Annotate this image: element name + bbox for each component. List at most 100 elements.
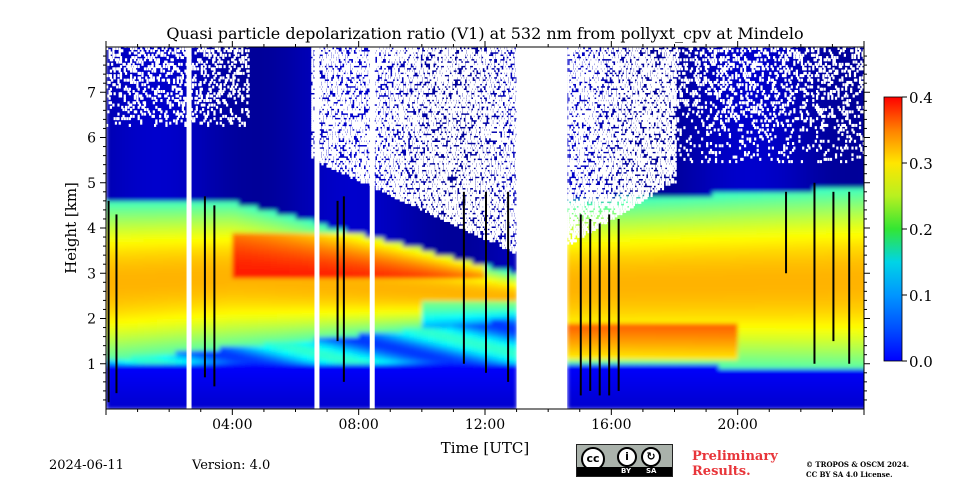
heatmap-cell [207,304,214,311]
heatmap-cell [244,277,252,283]
heatmap-cell [383,205,391,211]
heatmap-cell [181,241,189,247]
heatmap-cell [352,151,360,157]
heatmap-cell [276,350,284,356]
heatmap-cell [124,241,132,247]
heatmap-cell [257,273,265,279]
heatmap-cell [428,390,436,397]
heatmap-cell [472,341,480,347]
heatmap-cell [358,399,366,406]
heatmap-cell [118,178,126,184]
heatmap-cell [131,223,139,229]
heatmap-cell [390,341,398,347]
heatmap-cell [428,228,436,234]
heatmap-cell [175,228,183,234]
heatmap-cell [327,341,334,347]
heatmap-cell [383,354,391,360]
heatmap-cell [301,300,309,306]
heatmap-cell [181,114,189,121]
heatmap-cell [289,323,297,329]
heatmap-cell [156,101,164,107]
heatmap-cell [295,196,303,202]
heatmap-cell [383,241,391,247]
heatmap-cell [251,237,259,243]
heatmap-cell [150,228,158,234]
heatmap-cell [282,83,290,89]
heatmap-cell [428,237,436,243]
heatmap-cell [270,142,278,148]
heatmap-cell [478,259,486,265]
heatmap-cell [219,363,227,369]
heatmap-cell [434,390,442,397]
heatmap-cell [453,259,461,265]
heatmap-cell [226,132,233,139]
heatmap-cell [440,295,448,301]
heatmap-cell [188,164,196,170]
heatmap-cell [282,65,290,71]
heatmap-cell [390,368,398,374]
heatmap-cell [390,377,398,383]
heatmap-cell [447,286,455,292]
heatmap-cell [118,318,126,324]
heatmap-cell [263,341,271,347]
heatmap-cell [270,246,278,252]
heatmap-cell [358,182,366,188]
heatmap-cell [415,241,423,247]
heatmap-cell [402,264,410,270]
heatmap-cell [232,237,240,243]
heatmap-cell [207,128,214,134]
heatmap-cell [485,332,492,338]
heatmap-cell [276,237,284,243]
heatmap-cell [169,354,177,360]
heatmap-cell [194,123,202,130]
heatmap-cell [232,164,240,170]
heatmap-cell [301,173,309,179]
heatmap-cell [213,187,221,193]
heatmap-cell [402,327,410,333]
heatmap-cell [383,363,391,369]
heatmap-cell [295,60,303,66]
heatmap-cell [232,277,240,283]
heatmap-cell [150,255,158,261]
heatmap-cell [244,96,252,102]
heatmap-cell [263,114,271,121]
heatmap-cell [106,196,113,202]
heatmap-cell [308,259,316,265]
heatmap-cell [289,228,297,234]
heatmap-cell [169,327,177,333]
heatmap-cell [402,350,410,356]
heatmap-cell [244,164,252,170]
heatmap-cell [169,341,177,347]
heatmap-cell [137,264,145,270]
heatmap-cell [364,223,372,229]
heatmap-cell [352,404,360,409]
heatmap-cell [124,332,132,338]
heatmap-cell [200,164,208,170]
heatmap-cell [415,304,423,311]
heatmap-cell [301,359,309,365]
heatmap-cell [188,241,196,247]
heatmap-cell [289,300,297,306]
heatmap-cell [106,105,113,111]
heatmap-cell [491,395,499,401]
heatmap-cell [276,173,284,179]
heatmap-cell [131,205,139,211]
heatmap-cell [207,313,214,320]
heatmap-cell [333,377,341,383]
heatmap-cell [358,209,366,216]
heatmap-cell [238,250,246,256]
heatmap-cell [352,286,360,292]
heatmap-cell [156,246,164,252]
heatmap-cell [282,164,290,170]
heatmap-cell [112,395,120,401]
heatmap-cell [219,241,227,247]
heatmap-cell [188,277,196,283]
heatmap-cell [162,291,170,297]
heatmap-cell [232,128,240,134]
heatmap-cell [320,368,328,374]
heatmap-cell [270,160,278,166]
heatmap-cell [371,214,379,220]
heatmap-cell [396,286,404,292]
heatmap-cell [169,78,177,84]
heatmap-cell [188,291,196,297]
